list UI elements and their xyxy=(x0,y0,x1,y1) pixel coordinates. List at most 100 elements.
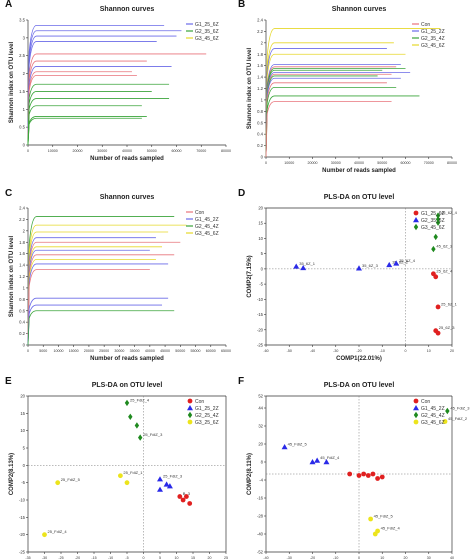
point-label: 35_6Z_1 xyxy=(299,261,316,266)
scatter-point-12 xyxy=(177,494,183,499)
x-tick-label: 0 xyxy=(143,556,145,560)
panel-title: PLS-DA on OTU level xyxy=(324,194,395,201)
scatter-point-14 xyxy=(184,494,189,499)
legend-label: G2_35_4Z xyxy=(421,36,445,42)
shannon-curve-7 xyxy=(27,254,175,346)
x-tick-label: 20000 xyxy=(308,161,318,165)
x-tick-label: -40 xyxy=(310,349,315,353)
x-tick-label: 45000 xyxy=(160,349,170,353)
shannon-curve-1 xyxy=(27,224,187,346)
x-tick-label: 30000 xyxy=(114,349,124,353)
scatter-point-9 xyxy=(163,481,170,487)
x-tick-label: -30 xyxy=(42,556,47,560)
x-tick-label: -20 xyxy=(356,349,361,353)
scatter-point-12 xyxy=(435,304,441,310)
y-tick-label: -10 xyxy=(257,297,264,302)
y-tick-label: -15 xyxy=(257,312,264,317)
y-tick-label: -10 xyxy=(19,498,26,503)
y-tick-label: 1.6 xyxy=(257,63,263,68)
x-axis-title: Number of reads sampled xyxy=(90,356,164,362)
legend-label: G1_25_6Z xyxy=(421,211,445,217)
legend-label: G2_25_4Z xyxy=(195,413,219,419)
panel-title: Shannon curves xyxy=(100,6,155,13)
x-tick-label: -15 xyxy=(91,556,96,560)
shannon-curve-6 xyxy=(27,66,172,146)
x-tick-label: 25 xyxy=(224,556,228,560)
y-tick-label: 0 xyxy=(23,343,26,348)
x-tick-label: 20 xyxy=(404,556,408,560)
shannon-curve-8 xyxy=(27,74,137,146)
scatter-point-5 xyxy=(435,212,441,219)
x-tick-label: 20 xyxy=(208,556,212,560)
point-label: 35_6Z_4 xyxy=(399,258,416,263)
y-tick-label: 0.6 xyxy=(257,120,263,125)
scatter-point-8 xyxy=(433,233,438,241)
panel-letter: D xyxy=(238,188,245,199)
shannon-curve-14 xyxy=(27,117,142,146)
scatter-point-1 xyxy=(128,413,133,420)
legend-marker xyxy=(413,411,419,419)
x-tick-label: 10000 xyxy=(48,149,58,153)
shannon-curve-0 xyxy=(27,24,165,146)
shannon-curve-1 xyxy=(27,30,182,146)
panel-title: Shannon curves xyxy=(332,6,387,13)
legend-label: Con xyxy=(421,22,430,28)
y-tick-label: 10 xyxy=(258,236,263,241)
legend-label: G1_45_2Z xyxy=(195,217,219,223)
point-label: 25_FdiZ_3 xyxy=(163,474,183,479)
panel-title: Shannon curves xyxy=(100,194,155,201)
legend-marker xyxy=(413,419,419,425)
scatter-point-6 xyxy=(435,216,441,223)
x-tick-label: 35000 xyxy=(130,349,140,353)
y-tick-label: 0.2 xyxy=(19,331,25,336)
shannon-curve-0 xyxy=(265,28,441,158)
y-tick-label: 2.4 xyxy=(19,206,25,211)
scatter-point-6 xyxy=(42,532,47,538)
scatter-point-8 xyxy=(157,476,163,482)
y-tick-label: 20 xyxy=(258,442,263,447)
legend-marker xyxy=(187,405,193,411)
x-tick-label: 20000 xyxy=(73,149,83,153)
y-tick-label: 5 xyxy=(23,446,26,451)
shannon-curve-10 xyxy=(27,91,152,146)
shannon-curve-5 xyxy=(27,60,147,146)
y-tick-label: -5 xyxy=(21,480,25,485)
x-tick-label: 80000 xyxy=(221,149,231,153)
x-axis-title: Number of reads sampled xyxy=(90,156,164,162)
x-tick-label: 15 xyxy=(191,556,195,560)
y-tick-label: 0.4 xyxy=(257,132,263,137)
point-label: 25_6Z_1 xyxy=(441,301,458,306)
legend-marker xyxy=(413,217,419,223)
x-tick-label: 10000 xyxy=(284,161,294,165)
shannon-curve-12 xyxy=(27,304,163,346)
y-tick-label: 2.2 xyxy=(19,217,25,222)
shannon-curve-8 xyxy=(265,72,411,158)
shannon-curve-10 xyxy=(27,269,150,346)
x-tick-label: 40000 xyxy=(122,149,132,153)
scatter-point-4 xyxy=(393,260,400,266)
scatter-point-2 xyxy=(134,422,140,429)
x-tick-label: -60 xyxy=(263,349,268,353)
panel-title: PLS-DA on OTU level xyxy=(324,382,395,389)
point-label: 25_FdiZ_3 xyxy=(143,432,163,437)
shannon-curve-13 xyxy=(27,310,175,346)
scatter-point-3 xyxy=(138,434,143,441)
point-label: 35_6Z_3 xyxy=(362,263,379,268)
x-tick-label: 60000 xyxy=(401,161,411,165)
scatter-point-3 xyxy=(386,261,393,268)
scatter-point-0 xyxy=(124,399,130,407)
x-tick-label: 0 xyxy=(405,349,407,353)
point-label: 25_6Z_4 xyxy=(436,268,453,273)
scatter-point-15 xyxy=(187,501,193,506)
legend-label: G3_45_6Z xyxy=(421,43,445,49)
x-tick-label: 40000 xyxy=(145,349,155,353)
point-label: 45_FdiZ_3 xyxy=(450,406,470,411)
x-tick-label: 40000 xyxy=(354,161,364,165)
x-tick-label: 5 xyxy=(159,556,161,560)
y-tick-label: 15 xyxy=(258,221,263,226)
y-tick-label: -15 xyxy=(19,515,26,520)
y-axis-title: Shannon index on OTU level xyxy=(9,41,15,123)
legend-marker xyxy=(413,210,419,216)
y-axis-title: COMP2(8.13%) xyxy=(9,453,15,495)
